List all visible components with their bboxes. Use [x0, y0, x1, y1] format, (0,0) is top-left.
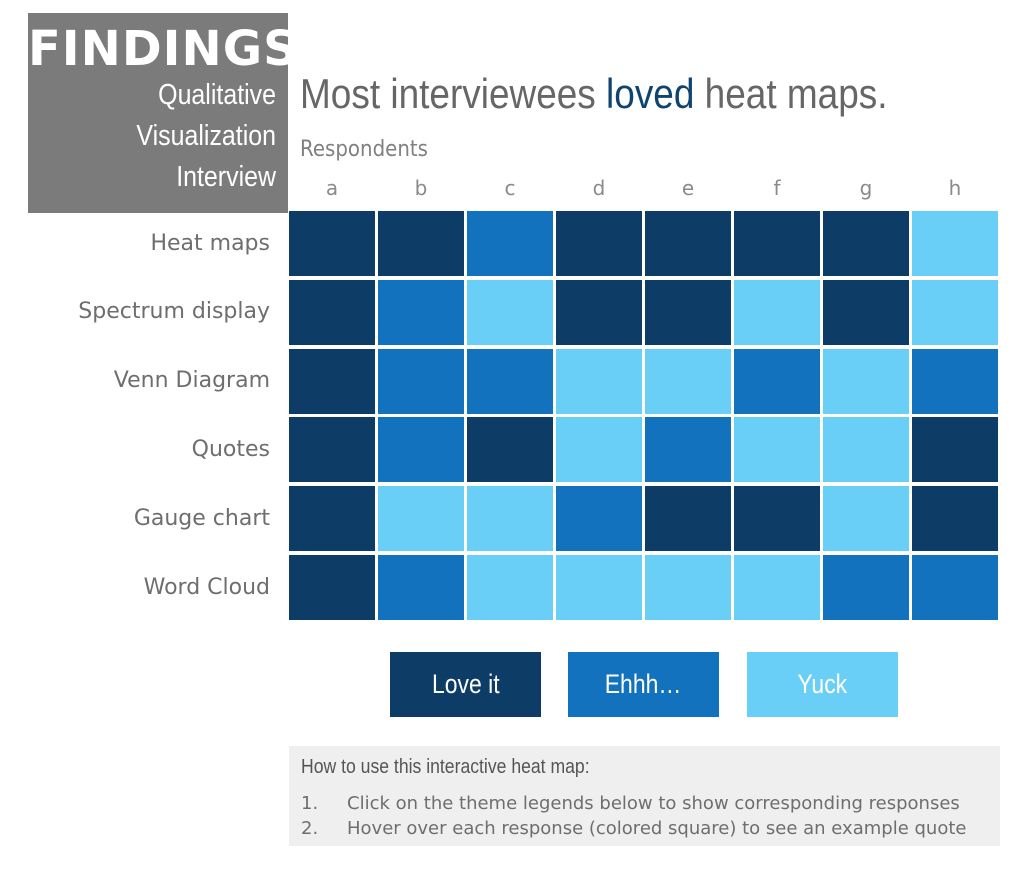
heatmap-cell-spectrum-display-a[interactable] — [289, 279, 375, 345]
heatmap-cell-heat-maps-h[interactable] — [912, 211, 998, 276]
heatmap-cell-venn-diagram-a[interactable] — [289, 348, 375, 414]
heatmap-cell-spectrum-display-f[interactable] — [734, 279, 820, 345]
heatmap-cell-gauge-chart-d[interactable] — [556, 486, 642, 552]
heatmap-cell-quotes-d[interactable] — [556, 417, 642, 483]
instruction-item: 2. Hover over each response (colored squa… — [301, 816, 988, 841]
instructions-title: How to use this interactive heat map: — [301, 756, 590, 778]
heatmap-cell-gauge-chart-g[interactable] — [823, 486, 909, 552]
heatmap-cell-word-cloud-b[interactable] — [378, 555, 464, 620]
findings-subtitle-line-3: Interview — [176, 161, 276, 193]
x-tick-label-c: c — [504, 176, 516, 200]
y-tick-label-venn-diagram: Venn Diagram — [113, 368, 270, 394]
legend-button-yuck[interactable]: Yuck — [747, 652, 898, 717]
heatmap-cell-heat-maps-e[interactable] — [645, 211, 731, 276]
chart-title-before: Most interviewees — [300, 70, 607, 117]
heatmap-cell-quotes-b[interactable] — [378, 417, 464, 483]
findings-panel: FINDINGS Qualitative Visualization Inter… — [28, 13, 299, 213]
findings-subtitle-line-1: Qualitative — [158, 79, 276, 111]
heatmap-cell-heat-maps-f[interactable] — [734, 211, 820, 276]
legend-label: Ehhh… — [605, 669, 682, 699]
legend-button-love-it[interactable]: Love it — [390, 652, 541, 717]
chart-title-accent: loved — [606, 70, 695, 117]
heatmap-cell-word-cloud-h[interactable] — [912, 555, 998, 620]
heatmap-cell-gauge-chart-a[interactable] — [289, 486, 375, 552]
heatmap-cell-heat-maps-c[interactable] — [467, 211, 553, 276]
y-tick-label-quotes: Quotes — [191, 436, 270, 462]
heatmap-cell-word-cloud-c[interactable] — [467, 555, 553, 620]
heatmap-cell-venn-diagram-g[interactable] — [823, 348, 909, 414]
heatmap-cell-spectrum-display-d[interactable] — [556, 279, 642, 345]
x-tick-label-a: a — [325, 176, 339, 200]
heatmap-cell-word-cloud-f[interactable] — [734, 555, 820, 620]
heatmap-cell-word-cloud-g[interactable] — [823, 555, 909, 620]
x-tick-label-d: d — [592, 176, 606, 200]
x-tick-label-h: h — [948, 176, 962, 200]
x-axis-title: Respondents — [300, 137, 428, 162]
heatmap-cell-spectrum-display-h[interactable] — [912, 279, 998, 345]
instructions-panel: How to use this interactive heat map: 1.… — [289, 746, 1000, 846]
heatmap-cell-quotes-c[interactable] — [467, 417, 553, 483]
legend-button-ehhh[interactable]: Ehhh… — [568, 652, 719, 717]
y-tick-label-gauge-chart: Gauge chart — [133, 505, 270, 531]
heatmap-cell-word-cloud-d[interactable] — [556, 555, 642, 620]
heatmap-cell-gauge-chart-h[interactable] — [912, 486, 998, 552]
heatmap-cell-quotes-f[interactable] — [734, 417, 820, 483]
instruction-item: 1. Click on the theme legends below to sh… — [301, 791, 988, 816]
heatmap-cell-quotes-e[interactable] — [645, 417, 731, 483]
x-tick-label-e: e — [681, 176, 695, 200]
heatmap-cell-gauge-chart-b[interactable] — [378, 486, 464, 552]
y-tick-label-heat-maps: Heat maps — [150, 230, 270, 256]
legend-label: Love it — [431, 669, 500, 699]
y-tick-label-word-cloud: Word Cloud — [143, 574, 270, 600]
heatmap-cell-word-cloud-a[interactable] — [289, 555, 375, 620]
instruction-number: 2. — [301, 818, 319, 839]
instruction-number: 1. — [301, 793, 319, 814]
chart-title: Most interviewees loved heat maps. — [300, 70, 888, 118]
heatmap-cell-spectrum-display-b[interactable] — [378, 279, 464, 345]
x-tick-label-f: f — [773, 176, 781, 200]
heatmap-cell-spectrum-display-g[interactable] — [823, 279, 909, 345]
heatmap-cell-gauge-chart-e[interactable] — [645, 486, 731, 552]
heatmap-cell-gauge-chart-c[interactable] — [467, 486, 553, 552]
heatmap-cell-heat-maps-g[interactable] — [823, 211, 909, 276]
heatmap-cell-quotes-h[interactable] — [912, 417, 998, 483]
heatmap-cell-heat-maps-d[interactable] — [556, 211, 642, 276]
heatmap-cell-quotes-a[interactable] — [289, 417, 375, 483]
heatmap-cell-venn-diagram-c[interactable] — [467, 348, 553, 414]
legend-label: Yuck — [797, 669, 848, 699]
heatmap-cell-venn-diagram-d[interactable] — [556, 348, 642, 414]
heatmap-cell-word-cloud-e[interactable] — [645, 555, 731, 620]
instruction-text: Click on the theme legends below to show… — [347, 793, 960, 814]
heatmap-cell-venn-diagram-b[interactable] — [378, 348, 464, 414]
heatmap-cell-spectrum-display-c[interactable] — [467, 279, 553, 345]
chart-title-after: heat maps. — [694, 70, 888, 117]
heatmap-cell-spectrum-display-e[interactable] — [645, 279, 731, 345]
instruction-text: Hover over each response (colored square… — [347, 818, 967, 839]
x-tick-label-b: b — [414, 176, 428, 200]
heatmap-cell-venn-diagram-f[interactable] — [734, 348, 820, 414]
heatmap-cell-quotes-g[interactable] — [823, 417, 909, 483]
heatmap-cell-heat-maps-b[interactable] — [378, 211, 464, 276]
findings-title: FINDINGS — [28, 21, 299, 77]
y-tick-label-spectrum-display: Spectrum display — [78, 299, 270, 325]
heatmap-cell-venn-diagram-h[interactable] — [912, 348, 998, 414]
findings-subtitle-line-2: Visualization — [136, 120, 276, 152]
heatmap-cell-venn-diagram-e[interactable] — [645, 348, 731, 414]
x-tick-label-g: g — [859, 176, 873, 200]
heatmap-cell-gauge-chart-f[interactable] — [734, 486, 820, 552]
heatmap-cell-heat-maps-a[interactable] — [289, 211, 375, 276]
